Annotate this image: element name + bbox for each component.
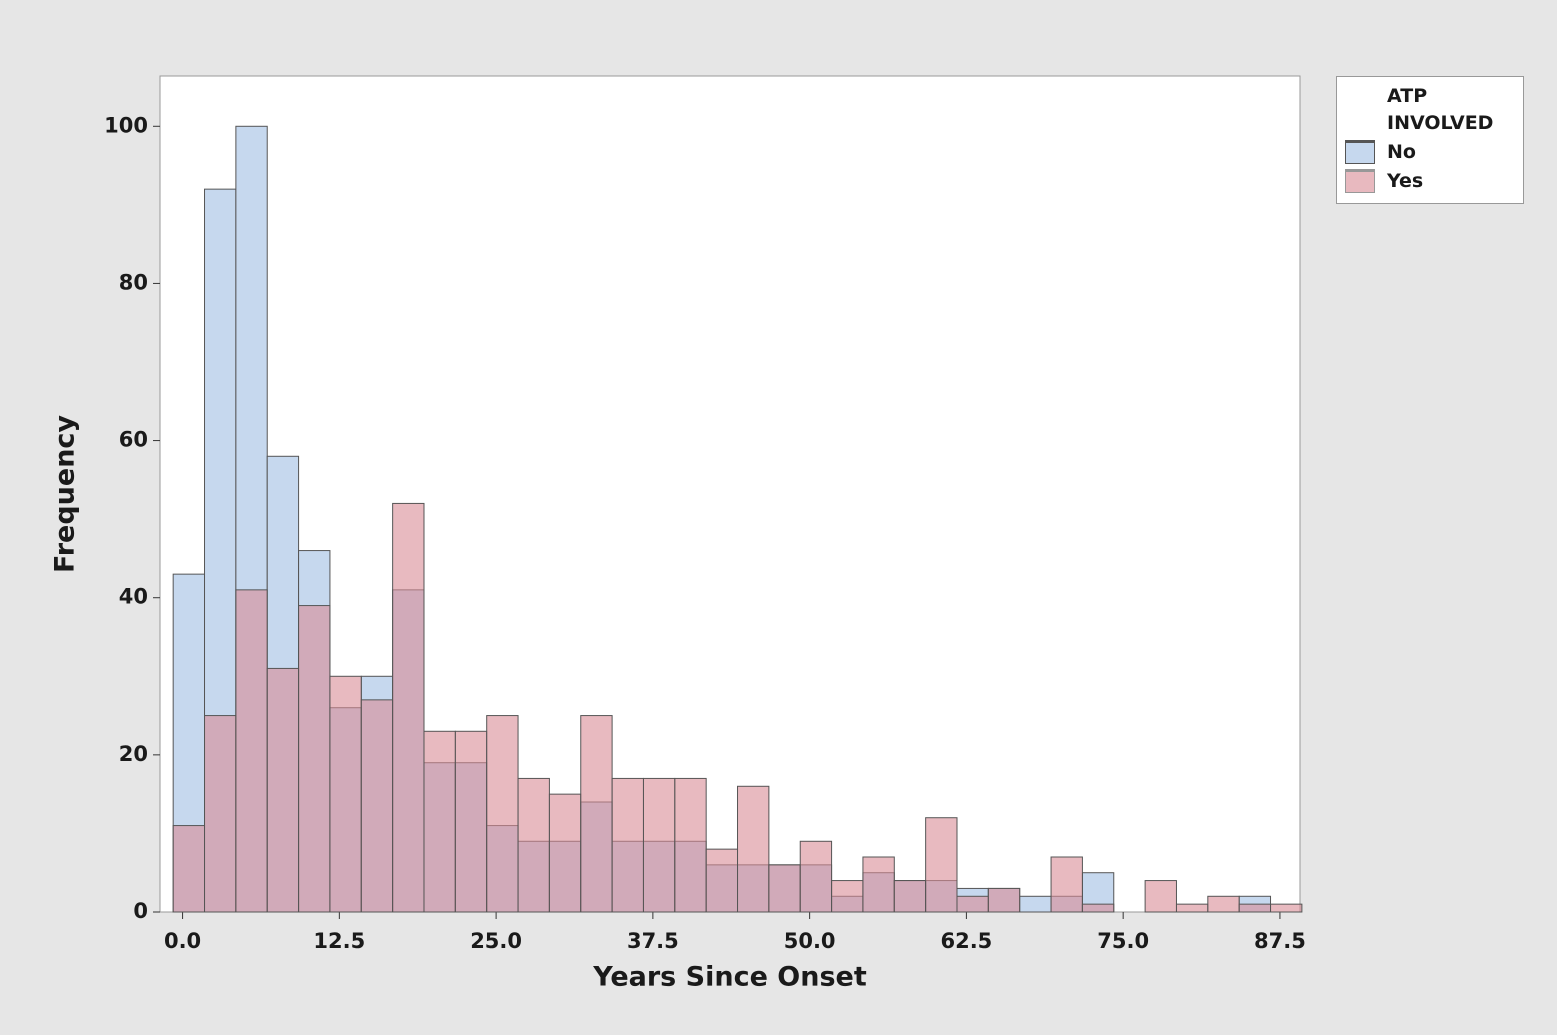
bar xyxy=(486,715,519,913)
bar xyxy=(768,864,801,913)
bar xyxy=(831,880,864,913)
legend-swatch xyxy=(1345,168,1375,193)
bar xyxy=(548,793,582,913)
bar xyxy=(392,502,425,913)
y-tick-label: 40 xyxy=(119,585,148,609)
x-tick-label: 12.5 xyxy=(313,929,365,953)
y-tick-label: 20 xyxy=(119,742,148,766)
bar xyxy=(1019,895,1052,913)
bar xyxy=(611,777,644,913)
bar xyxy=(454,730,488,913)
x-axis-title: Years Since Onset xyxy=(592,962,867,993)
legend-entry: No xyxy=(1345,137,1513,166)
legend-title: ATP INVOLVED xyxy=(1387,85,1494,134)
bar xyxy=(1207,895,1240,913)
bar xyxy=(204,715,237,913)
bar xyxy=(737,785,770,913)
x-tick-label: 87.5 xyxy=(1254,929,1306,953)
legend-label: Yes xyxy=(1387,169,1424,192)
bar xyxy=(423,730,456,913)
x-tick-label: 37.5 xyxy=(627,929,679,953)
bar xyxy=(893,880,927,913)
bar xyxy=(266,667,300,913)
bar xyxy=(235,589,268,913)
bar xyxy=(1238,903,1272,913)
y-tick-label: 0 xyxy=(133,899,148,923)
bar xyxy=(1175,903,1209,913)
bar xyxy=(329,675,362,913)
bar xyxy=(298,605,331,913)
bar xyxy=(1081,903,1115,913)
legend-label: No xyxy=(1387,140,1416,163)
x-tick-label: 75.0 xyxy=(1097,929,1149,953)
bar xyxy=(642,777,676,913)
legend: ATP INVOLVED No Yes xyxy=(1336,76,1524,204)
bar xyxy=(862,856,895,913)
x-tick-label: 0.0 xyxy=(164,929,201,953)
bar xyxy=(172,825,206,913)
y-tick-label: 80 xyxy=(119,270,148,294)
bar xyxy=(580,715,613,913)
x-tick-label: 50.0 xyxy=(784,929,836,953)
bar xyxy=(517,777,550,913)
x-tick-label: 25.0 xyxy=(470,929,522,953)
legend-swatch xyxy=(1345,139,1375,164)
bar xyxy=(799,840,833,913)
x-tick-label: 62.5 xyxy=(940,929,992,953)
bar xyxy=(1050,856,1083,913)
bar xyxy=(705,848,739,913)
legend-entry: Yes xyxy=(1345,166,1513,195)
y-tick-label: 100 xyxy=(104,113,148,137)
bar xyxy=(1144,880,1177,913)
y-axis-title: Frequency xyxy=(50,415,81,573)
bar xyxy=(956,895,989,913)
bar xyxy=(925,817,958,913)
bar xyxy=(674,777,707,913)
bar xyxy=(1270,903,1303,913)
bar xyxy=(987,887,1021,913)
y-tick-label: 60 xyxy=(119,428,148,452)
bar xyxy=(360,699,394,913)
